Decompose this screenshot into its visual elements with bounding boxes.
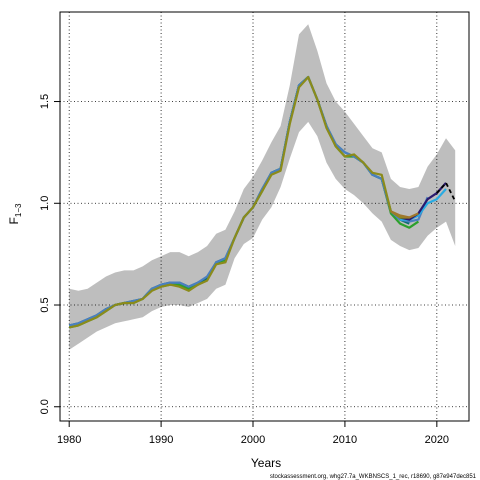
x-tick-label: 2020 xyxy=(425,434,449,446)
y-axis-title-sub: 1−3 xyxy=(14,203,23,217)
plot-frame xyxy=(59,11,470,422)
y-tick-label: 1.0 xyxy=(39,196,51,211)
y-axis-title: F1−3 xyxy=(7,203,23,224)
x-axis: 1980 1990 2000 2010 2020 xyxy=(57,421,449,446)
series-line-7 xyxy=(390,210,419,219)
x-tick-label: 2000 xyxy=(241,434,265,446)
plot-area xyxy=(59,11,470,422)
x-tick-label: 2010 xyxy=(333,434,357,446)
footer-text: stockassessment.org, whg27.7a_WKBNSCS_1_… xyxy=(270,474,477,480)
y-tick-label: 1.5 xyxy=(39,94,51,109)
x-axis-title: Years xyxy=(251,456,281,470)
x-tick-label: 1990 xyxy=(149,434,173,446)
y-tick-label: 0.0 xyxy=(39,399,51,414)
svg-text:F1−3: F1−3 xyxy=(7,203,23,224)
x-tick-label: 1980 xyxy=(57,434,81,446)
y-tick-label: 0.5 xyxy=(39,297,51,312)
series-line-6 xyxy=(68,75,410,329)
y-axis-title-main: F xyxy=(7,217,21,224)
y-axis: 0.0 0.5 1.0 1.5 xyxy=(39,94,60,414)
